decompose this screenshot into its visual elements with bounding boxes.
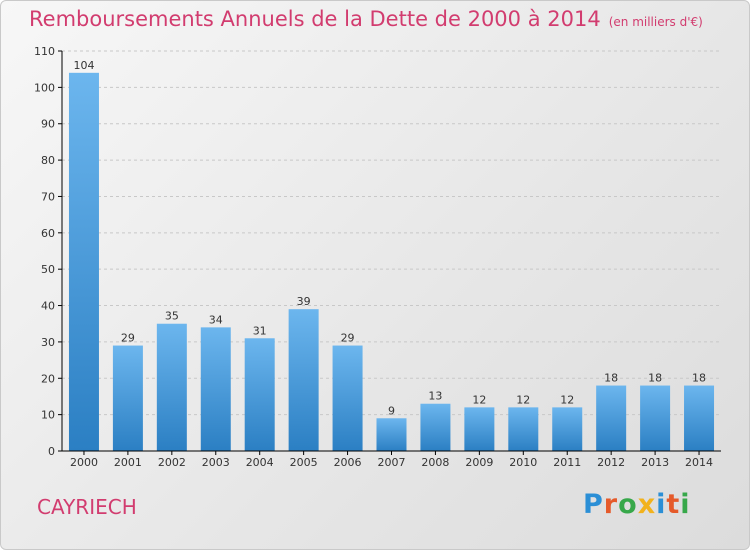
y-tick-label-90: 90 — [41, 118, 55, 131]
bar-2001 — [112, 345, 143, 451]
y-tick-label-30: 30 — [41, 336, 55, 349]
x-tick-label-2010: 2010 — [509, 456, 537, 469]
bar-2008 — [420, 403, 451, 451]
value-label-2012: 18 — [604, 372, 618, 385]
chart-title-text: Remboursements Annuels de la Dette de 20… — [29, 7, 601, 31]
bar-2011 — [552, 407, 583, 451]
logo-letter: o — [618, 489, 638, 520]
value-label-2013: 18 — [648, 372, 662, 385]
value-label-2006: 29 — [341, 332, 355, 345]
chart-unit: (en milliers d'€) — [608, 15, 703, 29]
value-label-2014: 18 — [692, 372, 706, 385]
bar-2009 — [464, 407, 495, 451]
logo-letter: P — [583, 489, 604, 520]
value-label-2011: 12 — [560, 393, 574, 406]
y-tick-label-60: 60 — [41, 227, 55, 240]
logo-letter: i — [680, 489, 691, 520]
x-tick-label-2004: 2004 — [246, 456, 274, 469]
y-tick-label-20: 20 — [41, 372, 55, 385]
bar-2005 — [288, 309, 319, 451]
proxiti-logo: Proxiti — [583, 489, 691, 520]
x-tick-label-2000: 2000 — [70, 456, 98, 469]
logo-letter: x — [637, 489, 657, 520]
y-tick-label-40: 40 — [41, 300, 55, 313]
value-label-2000: 104 — [73, 59, 94, 72]
x-tick-label-2002: 2002 — [158, 456, 186, 469]
chart-title: Remboursements Annuels de la Dette de 20… — [29, 7, 703, 31]
x-tick-label-2011: 2011 — [553, 456, 581, 469]
bar-2002 — [156, 323, 187, 451]
bars — [68, 72, 715, 452]
value-label-2004: 31 — [253, 324, 267, 337]
y-tick-label-70: 70 — [41, 190, 55, 203]
logo-letter: t — [666, 489, 681, 520]
axes — [58, 50, 721, 455]
value-label-2003: 34 — [209, 313, 223, 326]
bar-2014 — [684, 385, 715, 451]
labels: 0 10 20 30 40 50 60 70 80 90 100 110 104 2000 29 2001 35… — [34, 45, 713, 469]
y-tick-label-50: 50 — [41, 263, 55, 276]
y-tick-label-80: 80 — [41, 154, 55, 167]
bar-2003 — [200, 327, 231, 451]
value-label-2007: 9 — [388, 404, 395, 417]
bar-2010 — [508, 407, 539, 451]
x-tick-label-2007: 2007 — [378, 456, 406, 469]
value-label-2002: 35 — [165, 310, 179, 323]
value-label-2008: 13 — [428, 390, 442, 403]
value-label-2005: 39 — [297, 295, 311, 308]
bar-2004 — [244, 338, 275, 451]
y-tick-label-100: 100 — [34, 81, 55, 94]
value-label-2009: 12 — [472, 393, 486, 406]
bar-2012 — [596, 385, 627, 451]
x-tick-label-2014: 2014 — [685, 456, 713, 469]
bar-2006 — [332, 345, 363, 451]
x-tick-label-2008: 2008 — [421, 456, 449, 469]
y-tick-label-110: 110 — [34, 45, 55, 58]
x-tick-label-2013: 2013 — [641, 456, 669, 469]
bar-2013 — [640, 385, 671, 451]
y-tick-label-0: 0 — [48, 445, 55, 458]
bar-2000 — [68, 72, 99, 452]
bar-2007 — [376, 418, 407, 451]
x-tick-label-2012: 2012 — [597, 456, 625, 469]
value-label-2010: 12 — [516, 393, 530, 406]
x-tick-label-2009: 2009 — [465, 456, 493, 469]
x-tick-label-2001: 2001 — [114, 456, 142, 469]
logo-letter: i — [656, 489, 667, 520]
value-label-2001: 29 — [121, 332, 135, 345]
x-tick-label-2006: 2006 — [334, 456, 362, 469]
y-tick-label-10: 10 — [41, 409, 55, 422]
commune-name: CAYRIECH — [37, 495, 137, 519]
logo-letter: r — [603, 489, 619, 520]
x-tick-label-2003: 2003 — [202, 456, 230, 469]
x-tick-label-2005: 2005 — [290, 456, 318, 469]
